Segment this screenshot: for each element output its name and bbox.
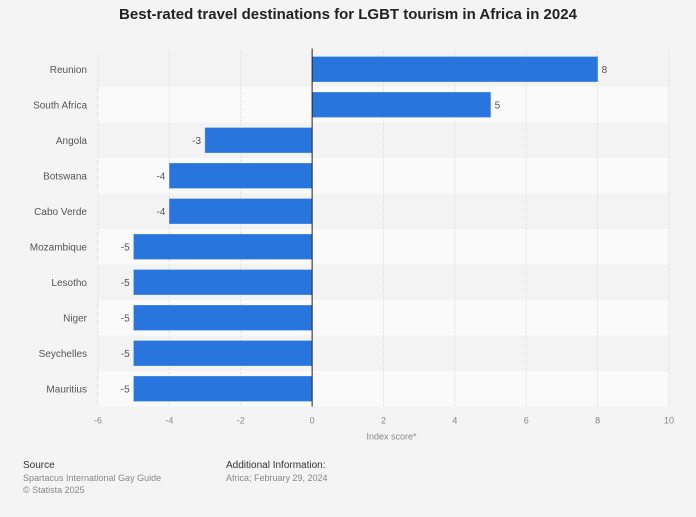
info-heading: Additional Information:	[226, 460, 326, 471]
x-tick-label: 2	[381, 416, 386, 426]
category-label: Botswana	[43, 171, 87, 182]
x-axis-title: Index score*	[366, 432, 417, 442]
data-label: -5	[121, 278, 130, 289]
data-label: 5	[495, 100, 501, 111]
chart-title: Best-rated travel destinations for LGBT …	[119, 6, 577, 23]
x-tick-label: -6	[94, 416, 102, 426]
data-label: -4	[156, 171, 165, 182]
source-text[interactable]: Spartacus International Gay Guide	[23, 473, 162, 483]
x-tick-label: 6	[524, 416, 529, 426]
source-heading: Source	[23, 460, 55, 471]
info-text: Africa; February 29, 2024	[226, 473, 328, 483]
data-label: -3	[192, 136, 201, 147]
data-label: 8	[602, 65, 608, 76]
x-tick-label: 0	[310, 416, 315, 426]
bar	[169, 198, 313, 224]
category-label: Niger	[63, 313, 88, 324]
bar	[133, 376, 313, 402]
category-label: Cabo Verde	[34, 207, 87, 218]
data-label: -5	[121, 242, 130, 253]
category-label: Mozambique	[30, 242, 88, 253]
x-tick-label: -2	[237, 416, 245, 426]
x-tick-label: 8	[595, 416, 600, 426]
category-label: Lesotho	[51, 278, 87, 289]
copyright: © Statista 2025	[23, 485, 85, 495]
bar-chart: -6 -4 -2 0 2 4 6 8 10 Reunion 8 South Africa 5 Angola…	[30, 48, 674, 442]
x-tick-label: -4	[165, 416, 173, 426]
bar	[133, 305, 313, 331]
bar	[169, 163, 313, 189]
category-label: Reunion	[50, 65, 87, 76]
bar	[311, 56, 598, 82]
bar	[133, 340, 313, 366]
data-label: -5	[121, 313, 130, 324]
bar	[133, 234, 313, 260]
bar	[311, 92, 491, 118]
category-label: Mauritius	[46, 384, 87, 395]
category-label: Angola	[56, 136, 88, 147]
x-tick-label: 4	[452, 416, 457, 426]
data-label: -5	[121, 384, 130, 395]
data-label: -4	[156, 207, 165, 218]
x-tick-label: 10	[664, 416, 674, 426]
source-block: Source Spartacus International Gay Guide…	[23, 460, 161, 496]
info-block: Additional Information: Africa; February…	[226, 460, 328, 484]
category-label: Seychelles	[39, 349, 87, 360]
bar	[204, 127, 313, 153]
data-label: -5	[121, 349, 130, 360]
category-label: South Africa	[33, 100, 87, 111]
bar	[133, 269, 313, 295]
